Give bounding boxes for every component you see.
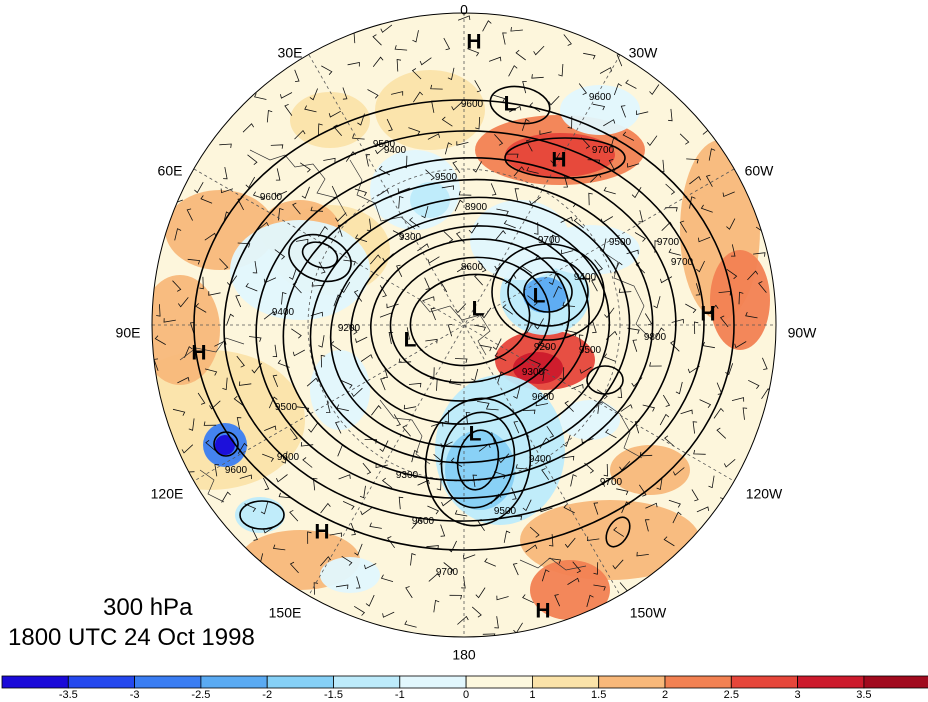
colorbar-tick-label: -3.5 bbox=[59, 689, 78, 701]
contour-label: 9800 bbox=[644, 332, 667, 343]
colorbar-swatch bbox=[664, 675, 732, 689]
contour-label: 9400 bbox=[574, 272, 597, 283]
pressure-level-label: 300 hPa bbox=[103, 594, 193, 621]
colorbar-tick-label: 1 bbox=[529, 689, 535, 701]
contour-label: 9200 bbox=[338, 323, 361, 334]
longitude-label: 30E bbox=[278, 45, 303, 61]
contour-label: 9200 bbox=[534, 342, 557, 353]
contour-label: 9300 bbox=[396, 470, 419, 481]
high-center-label: H bbox=[314, 521, 329, 544]
colorbar-swatch bbox=[863, 675, 928, 689]
contour-label: 9500 bbox=[609, 237, 632, 248]
low-center-label: L bbox=[472, 298, 485, 321]
colorbar: -3.5 -3 -2.5 -2 -1.5 -1 0 1 1.5 2 2.5 3 3.5 bbox=[1, 675, 928, 701]
colorbar-tick-label: 2.5 bbox=[724, 689, 739, 701]
longitude-label: 150W bbox=[630, 605, 667, 621]
anomaly-shading bbox=[152, 13, 776, 637]
longitude-label: 60W bbox=[745, 163, 775, 179]
contour-label: 9700 bbox=[436, 567, 459, 578]
colorbar-tick-label: -2.5 bbox=[191, 689, 210, 701]
colorbar-swatch bbox=[399, 675, 467, 689]
contour-label: 9700 bbox=[600, 477, 623, 488]
colorbar-swatch bbox=[1, 675, 69, 689]
contour-label: 9700 bbox=[538, 235, 561, 246]
contour-label: 9700 bbox=[671, 257, 694, 268]
contour-label: 9600 bbox=[461, 99, 484, 110]
contour-labels: 9600 9600 9700 9500 9600 9500 9700 9400 8900 8600… bbox=[225, 92, 694, 578]
colorbar-swatch bbox=[465, 675, 533, 689]
contour-label: 8600 bbox=[461, 262, 484, 273]
contour-label: 9700 bbox=[592, 145, 615, 156]
contour-label: 9600 bbox=[225, 465, 248, 476]
contour-label: 9600 bbox=[277, 452, 300, 463]
contour-label: 8900 bbox=[465, 202, 488, 213]
colorbar-swatch bbox=[532, 675, 600, 689]
high-center-label: H bbox=[551, 149, 566, 172]
valid-time-label: 1800 UTC 24 Oct 1998 bbox=[8, 624, 255, 651]
longitude-label: 180 bbox=[452, 647, 476, 663]
low-center-label: L bbox=[404, 329, 417, 352]
contour-label: 9700 bbox=[657, 237, 680, 248]
high-center-label: H bbox=[191, 342, 206, 365]
contour-label: 9400 bbox=[384, 145, 407, 156]
contour-label: 9500 bbox=[494, 506, 517, 517]
height-contours bbox=[193, 85, 735, 551]
colorbar-tick-label: -3 bbox=[130, 689, 140, 701]
colorbar-tick-label: -1 bbox=[395, 689, 405, 701]
pressure-centers: H H H H H H L L L L L bbox=[191, 31, 715, 623]
high-center-label: H bbox=[700, 303, 715, 326]
longitude-labels: 0 30W 60W 90W 120W 150W 180 150E 120E 90E 60E 30E bbox=[116, 2, 818, 663]
longitude-label: 120W bbox=[746, 486, 783, 502]
colorbar-swatch bbox=[333, 675, 401, 689]
low-center-label: L bbox=[469, 423, 482, 446]
colorbar-tick-label: -2 bbox=[262, 689, 272, 701]
contour-label: 9400 bbox=[529, 454, 552, 465]
longitude-label: 90W bbox=[788, 325, 818, 341]
contour-label: 9600 bbox=[412, 516, 435, 527]
longitude-label: 150E bbox=[269, 605, 302, 621]
contour-label: 9500 bbox=[275, 402, 298, 413]
colorbar-swatch bbox=[730, 675, 798, 689]
map-boundary bbox=[151, 12, 777, 638]
high-center-label: H bbox=[535, 600, 550, 623]
colorbar-tick-label: 1.5 bbox=[591, 689, 606, 701]
colorbar-swatch bbox=[598, 675, 666, 689]
low-center-label: L bbox=[504, 93, 517, 116]
colorbar-swatch bbox=[134, 675, 202, 689]
longitude-label: 60E bbox=[158, 163, 183, 179]
contour-label: 9400 bbox=[272, 307, 295, 318]
contour-label: 9500 bbox=[435, 172, 458, 183]
colorbar-tick-label: 2 bbox=[662, 689, 668, 701]
low-center-label: L bbox=[533, 285, 546, 308]
colorbar-swatch bbox=[266, 675, 334, 689]
contour-label: 9600 bbox=[589, 92, 612, 103]
colorbar-tick-label: 3.5 bbox=[856, 689, 871, 701]
contour-label: 9500 bbox=[579, 345, 602, 356]
contour-label: 9300 bbox=[522, 367, 545, 378]
colorbar-swatch bbox=[797, 675, 865, 689]
longitude-label: 0 bbox=[460, 2, 468, 18]
colorbar-tick-label: 3 bbox=[795, 689, 801, 701]
contour-label: 9500 bbox=[373, 139, 396, 150]
longitude-label: 120E bbox=[151, 486, 184, 502]
longitude-label: 90E bbox=[116, 325, 141, 341]
high-center-label: H bbox=[466, 31, 481, 54]
colorbar-tick-label: 0 bbox=[463, 689, 469, 701]
contour-label: 9600 bbox=[260, 192, 283, 203]
colorbar-swatch bbox=[67, 675, 136, 689]
colorbar-tick-label: -1.5 bbox=[324, 689, 343, 701]
contour-label: 9600 bbox=[532, 392, 555, 403]
longitude-label: 30W bbox=[629, 45, 659, 61]
contour-label: 9300 bbox=[399, 232, 422, 243]
colorbar-swatch bbox=[200, 675, 268, 689]
